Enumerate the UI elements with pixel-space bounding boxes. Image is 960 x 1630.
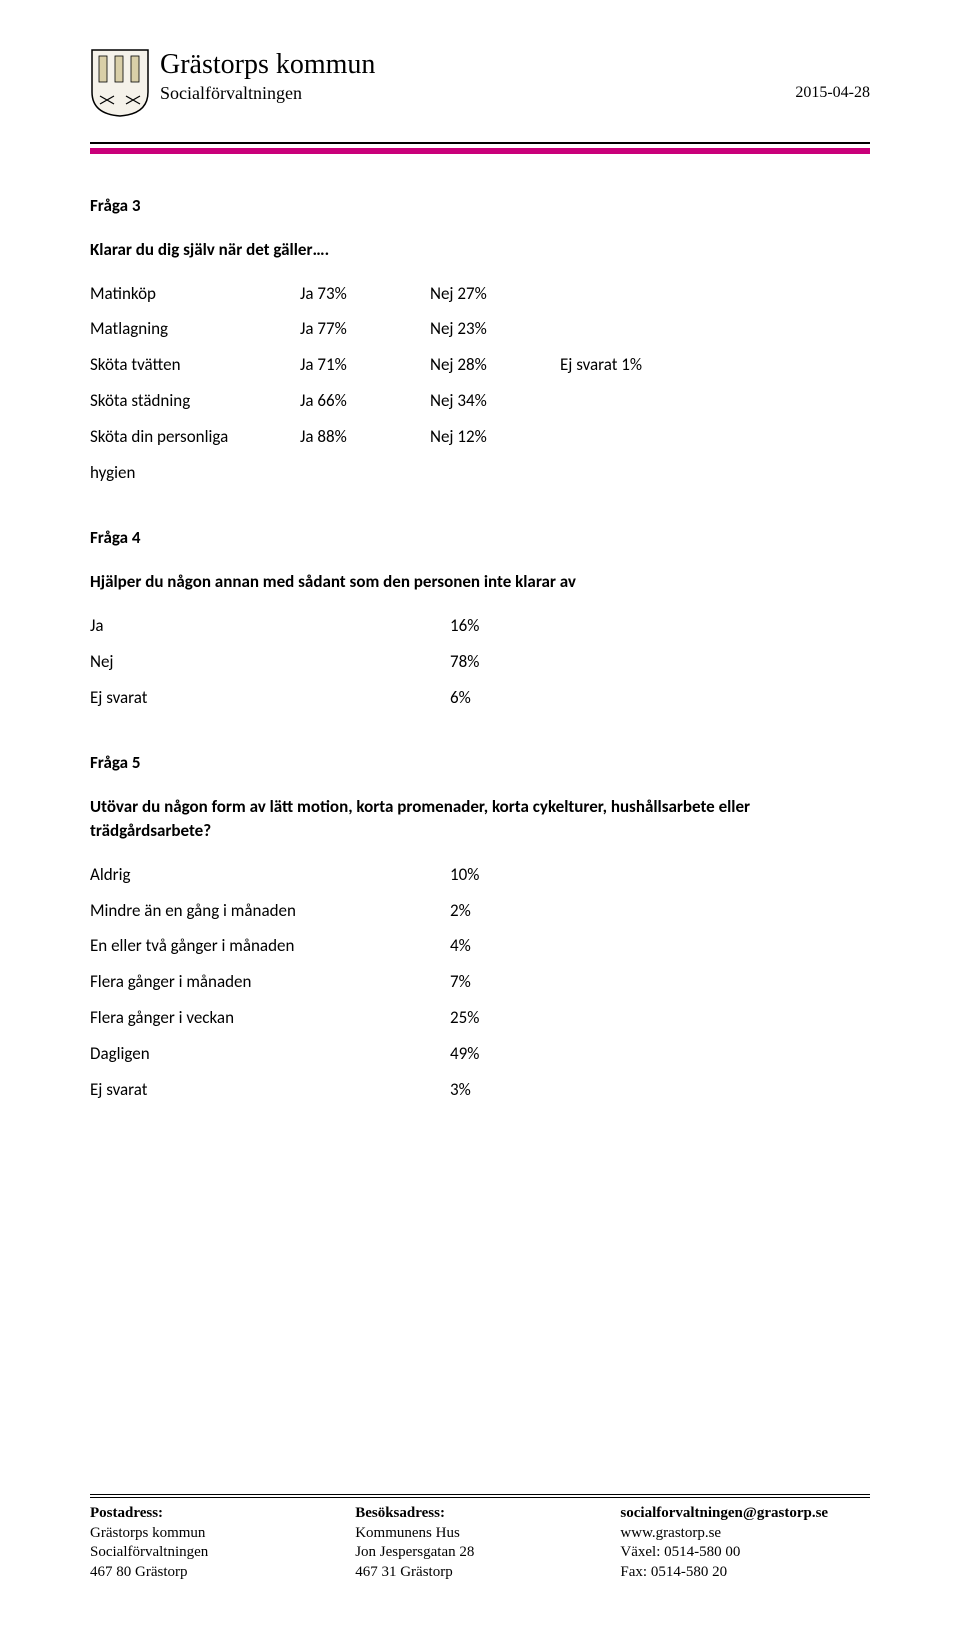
org-name: Grästorps kommun <box>160 50 375 81</box>
q5-subtitle: Utövar du någon form av lätt motion, kor… <box>90 795 870 843</box>
municipal-crest-icon <box>90 48 150 118</box>
row-ja: Ja 71% <box>300 347 430 383</box>
table-row: Ej svarat 6% <box>90 680 540 716</box>
table-row: Dagligen 49% <box>90 1036 540 1072</box>
row-label: Ja <box>90 608 450 644</box>
footer-line: 467 31 Grästorp <box>355 1563 605 1583</box>
row-nej: Nej 23% <box>430 311 560 347</box>
row-value: 2% <box>450 893 540 929</box>
row-nej: Nej 34% <box>430 383 560 419</box>
footer-col-postal: Postadress: Grästorps kommun Socialförva… <box>90 1504 340 1582</box>
row-label: En eller två gånger i månaden <box>90 928 450 964</box>
footer-line: Jon Jespersgatan 28 <box>355 1543 605 1563</box>
row-label: Sköta tvätten <box>90 347 300 383</box>
header-rules <box>90 142 870 154</box>
table-row: Flera gånger i månaden 7% <box>90 964 540 1000</box>
row-value: 49% <box>450 1036 540 1072</box>
q3-title: Fråga 3 <box>90 194 870 218</box>
row-value: 7% <box>450 964 540 1000</box>
table-row: Flera gånger i veckan 25% <box>90 1000 540 1036</box>
q5-table: Aldrig 10% Mindre än en gång i månaden 2… <box>90 857 540 1108</box>
q4-subtitle: Hjälper du någon annan med sådant som de… <box>90 570 870 594</box>
row-nej: Nej 27% <box>430 276 560 312</box>
row-value: 25% <box>450 1000 540 1036</box>
row-label: Matlagning <box>90 311 300 347</box>
row-label: Aldrig <box>90 857 450 893</box>
table-row: Sköta din personliga Ja 88% Nej 12% <box>90 419 720 455</box>
footer-line: Växel: 0514-580 00 <box>620 1543 870 1563</box>
table-row: Ja 16% <box>90 608 540 644</box>
document-date: 2015-04-28 <box>795 84 870 102</box>
document-body: Fråga 3 Klarar du dig själv när det gäll… <box>90 194 870 1107</box>
row-extra <box>560 276 720 312</box>
row-value: 6% <box>450 680 540 716</box>
footer: Postadress: Grästorps kommun Socialförva… <box>90 1492 870 1582</box>
row-label: Dagligen <box>90 1036 450 1072</box>
row-ja: Ja 66% <box>300 383 430 419</box>
q4-table: Ja 16% Nej 78% Ej svarat 6% <box>90 608 540 715</box>
row-extra <box>560 419 720 455</box>
q3-subtitle: Klarar du dig själv när det gäller…. <box>90 238 870 262</box>
row-nej <box>430 455 560 491</box>
table-row: Sköta städning Ja 66% Nej 34% <box>90 383 720 419</box>
table-row: Aldrig 10% <box>90 857 540 893</box>
table-row: En eller två gånger i månaden 4% <box>90 928 540 964</box>
row-value: 78% <box>450 644 540 680</box>
row-label: Ej svarat <box>90 1072 450 1108</box>
row-ja <box>300 455 430 491</box>
footer-line: Kommunens Hus <box>355 1524 605 1544</box>
row-nej: Nej 12% <box>430 419 560 455</box>
footer-line: Fax: 0514-580 20 <box>620 1563 870 1583</box>
footer-line: Socialförvaltningen <box>90 1543 340 1563</box>
row-extra <box>560 383 720 419</box>
row-extra: Ej svarat 1% <box>560 347 720 383</box>
q4-title: Fråga 4 <box>90 526 870 550</box>
table-row: Matlagning Ja 77% Nej 23% <box>90 311 720 347</box>
row-extra <box>560 311 720 347</box>
row-label: Ej svarat <box>90 680 450 716</box>
row-label: Flera gånger i månaden <box>90 964 450 1000</box>
table-row: Matinköp Ja 73% Nej 27% <box>90 276 720 312</box>
footer-heading: Postadress: <box>90 1504 340 1524</box>
row-label: Sköta din personliga <box>90 419 300 455</box>
table-row: Sköta tvätten Ja 71% Nej 28% Ej svarat 1… <box>90 347 720 383</box>
row-ja: Ja 77% <box>300 311 430 347</box>
q5-title: Fråga 5 <box>90 751 870 775</box>
q3-table: Matinköp Ja 73% Nej 27% Matlagning Ja 77… <box>90 276 720 491</box>
table-row: Ej svarat 3% <box>90 1072 540 1108</box>
row-label: Nej <box>90 644 450 680</box>
footer-line: Grästorps kommun <box>90 1524 340 1544</box>
row-ja: Ja 88% <box>300 419 430 455</box>
row-value: 4% <box>450 928 540 964</box>
row-value: 16% <box>450 608 540 644</box>
footer-line: www.grastorp.se <box>620 1524 870 1544</box>
footer-heading: socialforvaltningen@grastorp.se <box>620 1504 870 1524</box>
row-label: Matinköp <box>90 276 300 312</box>
row-ja: Ja 73% <box>300 276 430 312</box>
row-label: hygien <box>90 455 300 491</box>
letterhead: Grästorps kommun Socialförvaltningen 201… <box>90 48 870 138</box>
row-nej: Nej 28% <box>430 347 560 383</box>
footer-col-visit: Besöksadress: Kommunens Hus Jon Jespersg… <box>355 1504 605 1582</box>
row-label: Flera gånger i veckan <box>90 1000 450 1036</box>
footer-line: 467 80 Grästorp <box>90 1563 340 1583</box>
row-extra <box>560 455 720 491</box>
row-label: Sköta städning <box>90 383 300 419</box>
table-row: Nej 78% <box>90 644 540 680</box>
org-subunit: Socialförvaltningen <box>160 83 375 104</box>
footer-heading: Besöksadress: <box>355 1504 605 1524</box>
table-row: hygien <box>90 455 720 491</box>
row-value: 3% <box>450 1072 540 1108</box>
footer-col-contact: socialforvaltningen@grastorp.se www.gras… <box>620 1504 870 1582</box>
table-row: Mindre än en gång i månaden 2% <box>90 893 540 929</box>
row-label: Mindre än en gång i månaden <box>90 893 450 929</box>
row-value: 10% <box>450 857 540 893</box>
